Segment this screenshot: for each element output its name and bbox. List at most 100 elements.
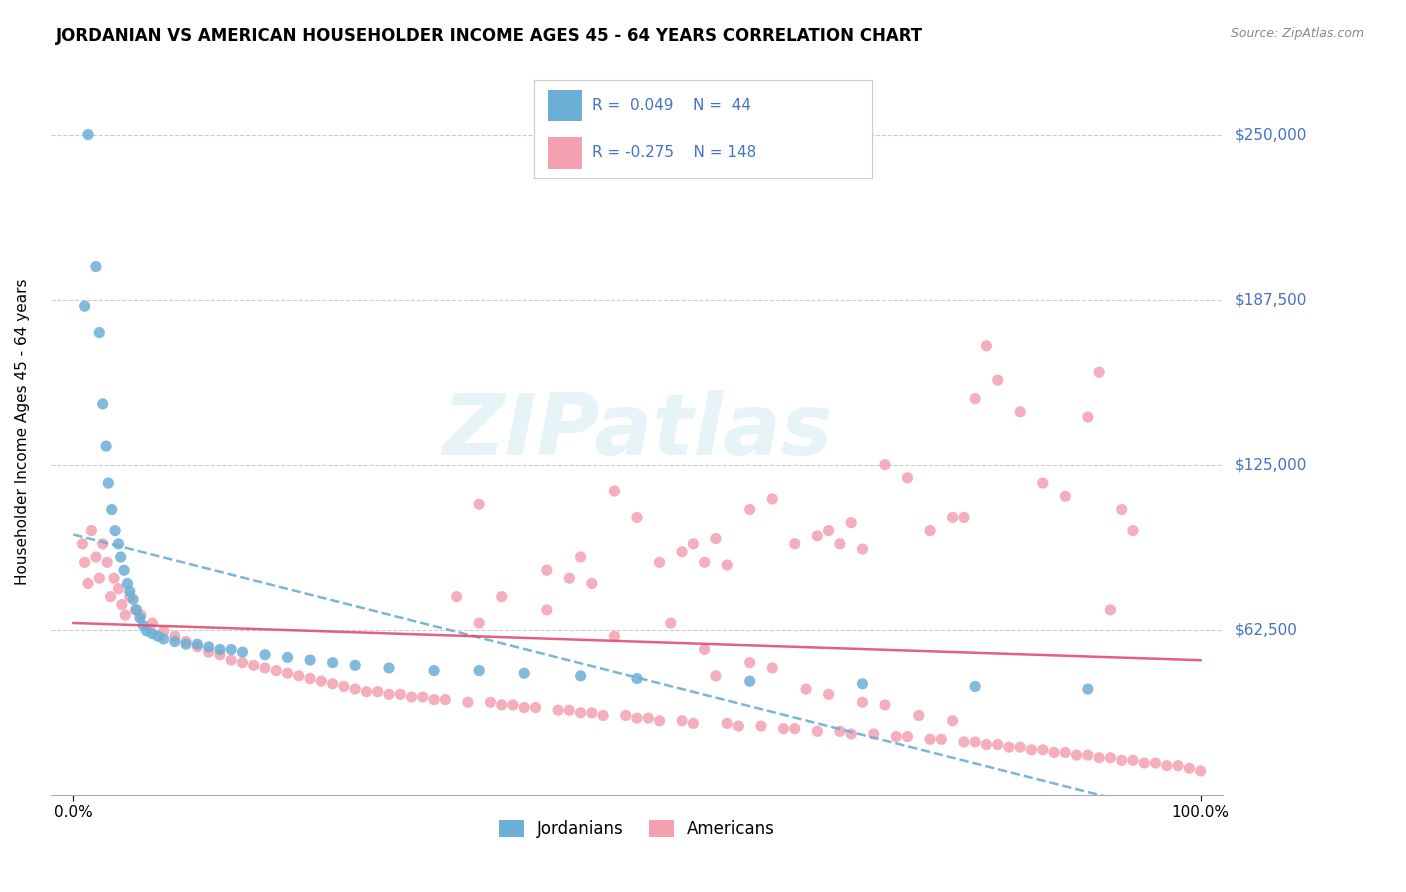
Point bbox=[976, 339, 998, 353]
Point bbox=[547, 703, 569, 717]
Point bbox=[558, 703, 581, 717]
Point bbox=[104, 524, 127, 538]
Point bbox=[231, 656, 253, 670]
Point bbox=[1099, 750, 1122, 764]
Bar bbox=[548, 90, 582, 121]
Point bbox=[851, 542, 873, 557]
Legend: Jordanians, Americans: Jordanians, Americans bbox=[492, 813, 782, 845]
Point bbox=[491, 698, 513, 712]
Point bbox=[299, 672, 322, 686]
Text: ZIPatlas: ZIPatlas bbox=[441, 390, 832, 473]
Point bbox=[738, 502, 761, 516]
Point bbox=[1054, 489, 1077, 503]
Point bbox=[1032, 476, 1054, 491]
Point bbox=[266, 664, 288, 678]
Point bbox=[1010, 740, 1032, 755]
Point bbox=[1032, 743, 1054, 757]
Point bbox=[851, 695, 873, 709]
Point bbox=[749, 719, 772, 733]
Text: $250,000: $250,000 bbox=[1234, 127, 1306, 142]
Point bbox=[1043, 746, 1066, 760]
Point bbox=[524, 700, 547, 714]
Point bbox=[253, 648, 276, 662]
Point bbox=[1054, 746, 1077, 760]
Point bbox=[146, 629, 169, 643]
Point bbox=[1167, 758, 1189, 772]
Point bbox=[1099, 603, 1122, 617]
Point bbox=[569, 706, 592, 720]
Point bbox=[186, 640, 208, 654]
Point bbox=[73, 299, 96, 313]
Point bbox=[91, 397, 114, 411]
Point bbox=[322, 656, 344, 670]
Point bbox=[132, 618, 155, 632]
Point bbox=[1111, 753, 1133, 767]
Point bbox=[839, 516, 862, 530]
Point bbox=[322, 677, 344, 691]
Point bbox=[648, 714, 671, 728]
Point bbox=[457, 695, 479, 709]
Point bbox=[107, 582, 129, 596]
Point bbox=[124, 603, 146, 617]
Point bbox=[112, 563, 135, 577]
Point bbox=[163, 634, 186, 648]
Point bbox=[581, 706, 603, 720]
Point bbox=[277, 666, 299, 681]
Point bbox=[333, 680, 356, 694]
Point bbox=[111, 598, 134, 612]
Point bbox=[468, 497, 491, 511]
Point bbox=[794, 682, 817, 697]
Point bbox=[84, 549, 107, 564]
Point bbox=[84, 260, 107, 274]
Point bbox=[761, 661, 783, 675]
Point bbox=[513, 666, 536, 681]
Point bbox=[536, 603, 558, 617]
Point bbox=[513, 700, 536, 714]
Point bbox=[110, 549, 132, 564]
Point bbox=[659, 616, 682, 631]
Point bbox=[862, 727, 884, 741]
Point bbox=[242, 658, 264, 673]
Point bbox=[97, 476, 120, 491]
Point bbox=[89, 571, 111, 585]
Point bbox=[1122, 753, 1144, 767]
Point bbox=[896, 730, 918, 744]
Point bbox=[91, 537, 114, 551]
Point bbox=[197, 645, 219, 659]
Point bbox=[491, 590, 513, 604]
Point bbox=[77, 128, 100, 142]
Point bbox=[117, 576, 139, 591]
Point bbox=[727, 719, 749, 733]
Point bbox=[94, 439, 117, 453]
Point bbox=[72, 537, 94, 551]
Point bbox=[253, 661, 276, 675]
Point bbox=[806, 724, 828, 739]
Text: JORDANIAN VS AMERICAN HOUSEHOLDER INCOME AGES 45 - 64 YEARS CORRELATION CHART: JORDANIAN VS AMERICAN HOUSEHOLDER INCOME… bbox=[56, 27, 924, 45]
Point bbox=[817, 687, 839, 701]
Point bbox=[1111, 502, 1133, 516]
Point bbox=[163, 629, 186, 643]
Point bbox=[817, 524, 839, 538]
Point bbox=[103, 571, 125, 585]
Point bbox=[953, 735, 976, 749]
Point bbox=[434, 692, 457, 706]
Point bbox=[423, 664, 446, 678]
Point bbox=[965, 392, 987, 406]
Point bbox=[671, 714, 693, 728]
Point bbox=[976, 738, 998, 752]
Point bbox=[118, 584, 141, 599]
Point bbox=[581, 576, 603, 591]
Point bbox=[738, 656, 761, 670]
Point bbox=[208, 642, 231, 657]
Point bbox=[953, 510, 976, 524]
Text: R = -0.275    N = 148: R = -0.275 N = 148 bbox=[592, 145, 756, 161]
Point bbox=[128, 611, 150, 625]
Point bbox=[637, 711, 659, 725]
Point bbox=[704, 532, 727, 546]
Point bbox=[1144, 756, 1167, 770]
Point bbox=[468, 664, 491, 678]
Text: $62,500: $62,500 bbox=[1234, 622, 1298, 637]
Point bbox=[693, 555, 716, 569]
Point bbox=[1021, 743, 1043, 757]
Point bbox=[208, 648, 231, 662]
